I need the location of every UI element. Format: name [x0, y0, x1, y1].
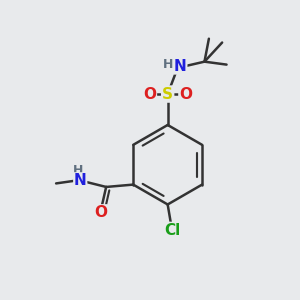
Text: N: N [174, 59, 187, 74]
Text: Cl: Cl [164, 223, 180, 238]
Text: N: N [74, 173, 87, 188]
Text: H: H [73, 164, 83, 177]
Text: O: O [143, 87, 156, 102]
Text: H: H [164, 58, 174, 70]
Text: O: O [94, 206, 107, 220]
Text: O: O [179, 87, 192, 102]
Text: S: S [162, 87, 173, 102]
